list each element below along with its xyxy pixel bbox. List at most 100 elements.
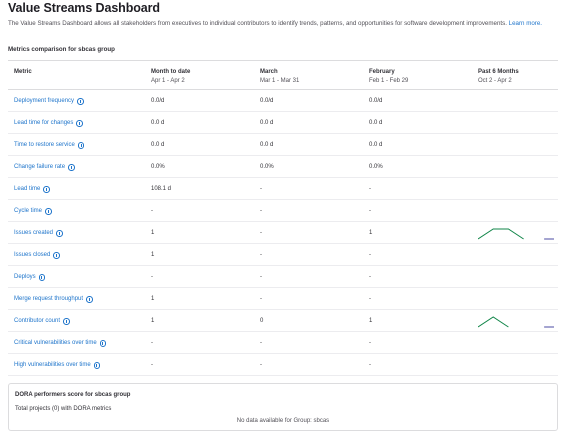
info-icon[interactable]: [68, 164, 75, 171]
metric-label: Time to restore service: [14, 142, 75, 149]
february-value: 0.0 d: [369, 120, 383, 126]
dora-empty-state: No data available for Group: sbcas: [236, 418, 330, 424]
table-row: Change failure rate 0.0% 0.0% 0.0%: [8, 156, 558, 178]
february-value: -: [369, 186, 371, 192]
comparison-section-title: Metrics comparison for sbcas group: [8, 46, 115, 53]
metric-cell: Critical vulnerabilities over time: [14, 340, 107, 347]
info-icon[interactable]: [45, 208, 52, 215]
table-row: Time to restore service 0.0 d 0.0 d 0.0 d: [8, 134, 558, 156]
column-header-month-to-date: Month to date Apr 1 - Apr 2: [151, 69, 191, 84]
february-value: 0.0 d: [369, 142, 383, 148]
metric-link[interactable]: Issues created: [14, 230, 63, 237]
metric-label: Deploys: [14, 274, 36, 281]
metric-label: Contributor count: [14, 318, 61, 325]
february-value: 0.0%: [369, 164, 383, 170]
march-value: -: [260, 274, 262, 280]
month-to-date-value: 0.0%: [151, 164, 165, 170]
month-to-date-value: 108.1 d: [151, 186, 172, 192]
page-title: Value Streams Dashboard: [8, 1, 160, 15]
sparkline-trend-segment: [477, 228, 524, 240]
sparkline-chart: [477, 228, 554, 240]
info-icon[interactable]: [63, 318, 70, 325]
info-icon[interactable]: [86, 296, 93, 303]
metric-link[interactable]: Contributor count: [14, 318, 70, 325]
table-row: Merge request throughput 1 - -: [8, 288, 558, 310]
metric-label: Issues closed: [14, 252, 51, 259]
column-header-march: March Mar 1 - Mar 31: [260, 69, 300, 84]
info-icon[interactable]: [43, 186, 50, 193]
month-to-date-value: 1: [151, 318, 155, 324]
metric-label: Deployment frequency: [14, 98, 75, 105]
march-value: -: [260, 208, 262, 214]
month-to-date-value: -: [151, 362, 153, 368]
info-icon[interactable]: [99, 340, 107, 347]
dora-performers-panel: DORA performers score for sbcas group To…: [8, 383, 558, 431]
sparkline-trend-segment: [477, 316, 509, 328]
march-value: 0.0 d: [260, 120, 274, 126]
february-value: -: [369, 296, 371, 302]
metric-cell: Time to restore service: [14, 142, 85, 149]
metric-link[interactable]: Lead time: [14, 186, 50, 193]
metric-cell: Merge request throughput: [14, 296, 93, 303]
metric-link[interactable]: Issues closed: [14, 252, 60, 259]
metric-cell: Deploys: [14, 274, 46, 281]
metric-label: Merge request throughput: [14, 296, 84, 303]
february-value: 1: [369, 230, 373, 236]
info-icon[interactable]: [76, 120, 83, 127]
table-row: High vulnerabilities over time - - -: [8, 354, 558, 376]
sparkline-chart: [477, 316, 554, 328]
metric-label: Critical vulnerabilities over time: [14, 340, 97, 347]
info-icon[interactable]: [77, 142, 85, 149]
february-value: 0.0/d: [369, 98, 383, 104]
metric-link[interactable]: Critical vulnerabilities over time: [14, 340, 107, 347]
month-to-date-value: -: [151, 340, 153, 346]
february-value: 1: [369, 318, 373, 324]
march-value: 0: [260, 318, 264, 324]
month-to-date-value: 1: [151, 230, 155, 236]
table-row: Issues closed 1 - -: [8, 244, 558, 266]
metric-link[interactable]: Cycle time: [14, 208, 52, 215]
month-to-date-value: 0.0/d: [151, 98, 165, 104]
metric-link[interactable]: Change failure rate: [14, 164, 75, 171]
metric-link[interactable]: Merge request throughput: [14, 296, 93, 303]
table-row: Deployment frequency 0.0/d 0.0/d 0.0/d: [8, 90, 558, 112]
march-value: -: [260, 296, 262, 302]
table-row: Lead time 108.1 d - -: [8, 178, 558, 200]
metric-cell: Issues closed: [14, 252, 60, 259]
learn-more-link[interactable]: Learn more.: [508, 20, 543, 27]
table-row: Contributor count 1 0 1: [8, 310, 558, 332]
february-value: -: [369, 274, 371, 280]
metric-link[interactable]: High vulnerabilities over time: [14, 362, 101, 369]
metric-label: Lead time: [14, 186, 41, 193]
metric-link[interactable]: Deployment frequency: [14, 98, 84, 105]
info-icon[interactable]: [38, 274, 46, 281]
metric-cell: Issues created: [14, 230, 63, 237]
info-icon[interactable]: [93, 362, 101, 369]
dora-title: DORA performers score for sbcas group: [15, 392, 131, 398]
table-header: Metric Month to date Apr 1 - Apr 2 March…: [8, 60, 558, 90]
info-icon[interactable]: [56, 230, 63, 237]
march-value: -: [260, 186, 262, 192]
info-icon[interactable]: [77, 98, 84, 105]
table-row: Cycle time - - -: [8, 200, 558, 222]
february-value: -: [369, 208, 371, 214]
metric-link[interactable]: Lead time for changes: [14, 120, 83, 127]
table-row: Issues created 1 - 1: [8, 222, 558, 244]
info-icon[interactable]: [53, 252, 60, 259]
month-to-date-value: 0.0 d: [151, 120, 165, 126]
metric-cell: Lead time for changes: [14, 120, 83, 127]
march-value: 0.0%: [260, 164, 274, 170]
metric-link[interactable]: Time to restore service: [14, 142, 85, 149]
march-value: -: [260, 362, 262, 368]
month-to-date-value: -: [151, 208, 153, 214]
metric-label: Issues created: [14, 230, 54, 237]
page-description: The Value Streams Dashboard allows all s…: [8, 19, 558, 29]
column-header-past-6-months: Past 6 Months Oct 2 - Apr 2: [478, 69, 519, 84]
metric-link[interactable]: Deploys: [14, 274, 46, 281]
metric-cell: Lead time: [14, 186, 50, 193]
metric-label: Cycle time: [14, 208, 43, 215]
march-value: -: [260, 230, 262, 236]
march-value: 0.0 d: [260, 142, 274, 148]
metric-cell: Deployment frequency: [14, 98, 84, 105]
